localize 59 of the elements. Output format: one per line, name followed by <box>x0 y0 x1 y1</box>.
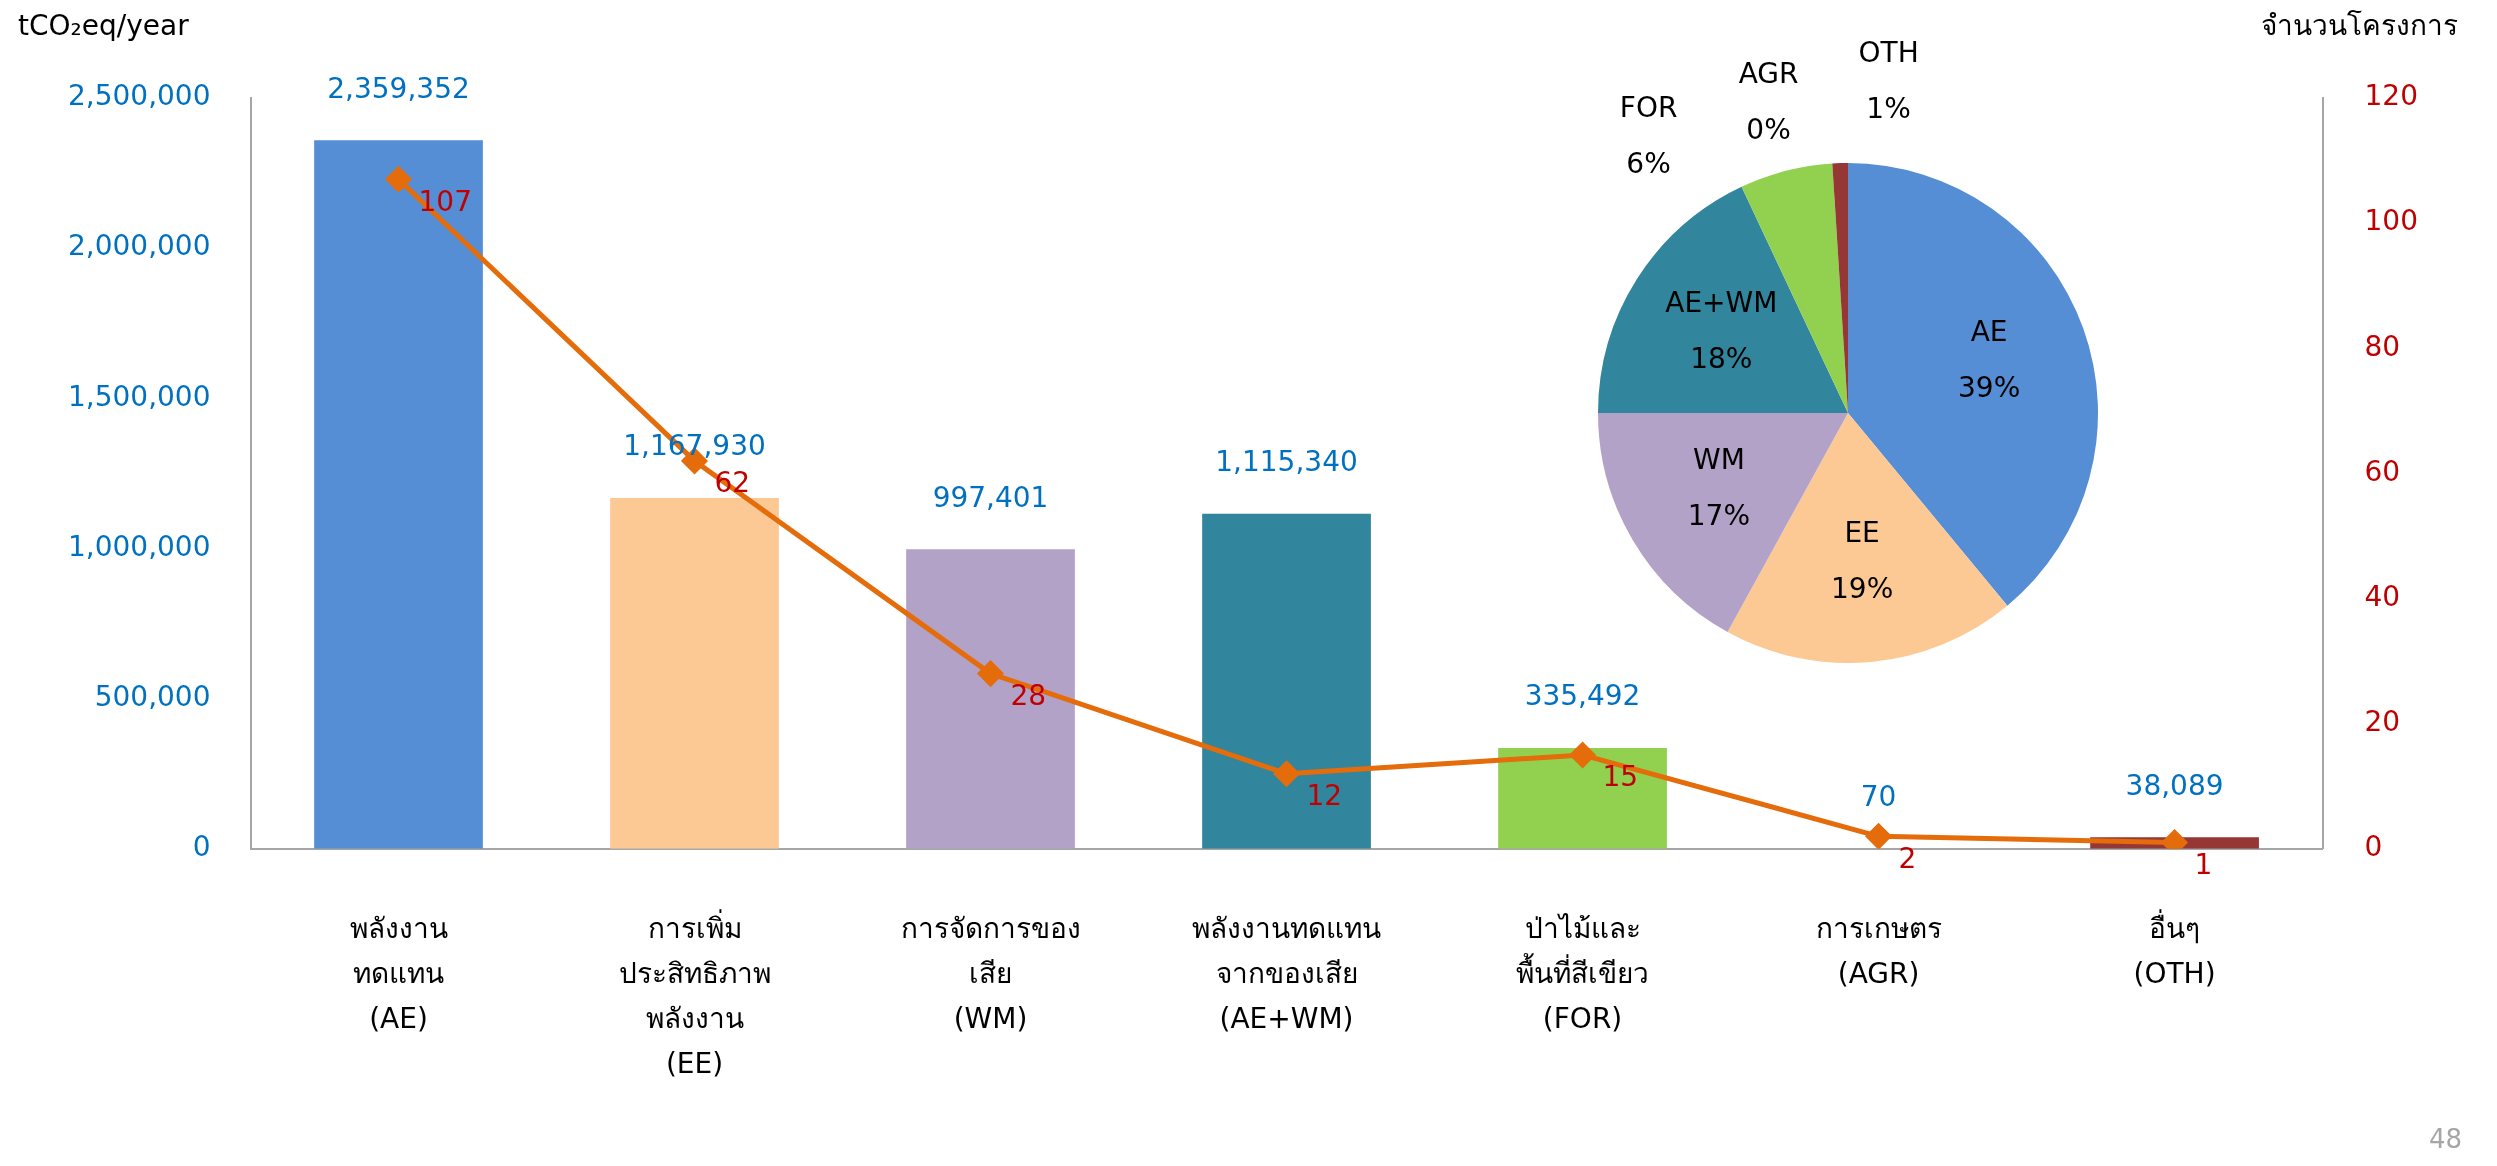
bar <box>610 498 779 849</box>
y2-tick-label: 120 <box>2364 79 2419 113</box>
data-label: 39% <box>1958 371 2021 405</box>
point <box>1274 761 1300 787</box>
y-tick-label: 1,500,000 <box>67 379 211 413</box>
data-label: 107 <box>418 184 472 218</box>
y-tick-label: 500,000 <box>94 679 211 713</box>
bar <box>1202 513 1371 849</box>
y2-tick-label: 80 <box>2364 329 2401 363</box>
slice-label: FOR <box>1619 90 1678 124</box>
data-label: 1,115,340 <box>1215 445 1358 479</box>
y2-tick-label: 40 <box>2364 579 2401 613</box>
data-label: 19% <box>1831 571 1894 605</box>
y-tick-label: 1,000,000 <box>67 529 211 563</box>
y2-tick-label: 20 <box>2364 704 2401 738</box>
y-tick-label: 2,000,000 <box>67 229 211 263</box>
data-label: 15 <box>1602 760 1639 794</box>
data-label: 17% <box>1687 498 1751 532</box>
slice-label: OTH <box>1858 36 1919 70</box>
point <box>1866 823 1892 849</box>
data-label: 18% <box>1690 341 1753 375</box>
data-label: 2 <box>1898 841 1917 875</box>
bar <box>906 549 1075 849</box>
text: 0% <box>1746 112 1791 146</box>
y2-axis-title: จำนวนโครงการ <box>2261 9 2458 43</box>
bar <box>314 140 483 849</box>
y-axis-title: tCO₂eq/year <box>18 9 190 43</box>
slice-label: AE <box>1970 315 2008 349</box>
data-label: 70 <box>1860 780 1897 814</box>
category-label: AGR <box>1738 56 1799 90</box>
x-tick-label: อื่นๆ (OTH) <box>2133 909 2216 991</box>
data-label: 2,359,352 <box>327 71 470 105</box>
x-tick-label: พลังงานทดแทน จากของเสีย (AE+WM) <box>1192 912 1382 1036</box>
slice-label: EE <box>1844 515 1880 549</box>
data-label: 28 <box>1010 678 1047 712</box>
x-tick-label: การจัดการของ เสีย (WM) <box>900 912 1081 1036</box>
point <box>978 661 1004 687</box>
y2-tick-label: 0 <box>2364 830 2383 864</box>
text: 48 <box>2428 1123 2462 1154</box>
data-label: 1% <box>1866 92 1911 126</box>
x-tick-label: การเพิ่ม ประสิทธิภาพ พลังงาน (EE) <box>618 909 771 1080</box>
point <box>1570 742 1596 768</box>
slice-label: AE+WM <box>1665 285 1778 319</box>
data-label: 335,492 <box>1524 679 1641 713</box>
y2-tick-label: 60 <box>2364 454 2401 488</box>
x-tick-label: การเกษตร (AGR) <box>1815 912 1942 991</box>
data-label: 12 <box>1306 779 1343 812</box>
data-label: 6% <box>1626 146 1671 180</box>
slice-label: WM <box>1692 442 1745 476</box>
data-label: 997,401 <box>932 480 1049 514</box>
data-label: 1 <box>2194 847 2213 881</box>
x-tick-label: พลังงาน ทดแทน (AE) <box>349 912 448 1036</box>
y-tick-label: 2,500,000 <box>67 79 211 113</box>
bar <box>1498 748 1667 849</box>
point <box>386 166 412 192</box>
y2-tick-label: 100 <box>2364 204 2419 238</box>
data-label: 38,089 <box>2125 768 2224 802</box>
y-tick-label: 0 <box>192 830 211 864</box>
x-tick-label: ป่าไม้และ พื้นที่สีเขียว (FOR) <box>1516 912 1650 1036</box>
